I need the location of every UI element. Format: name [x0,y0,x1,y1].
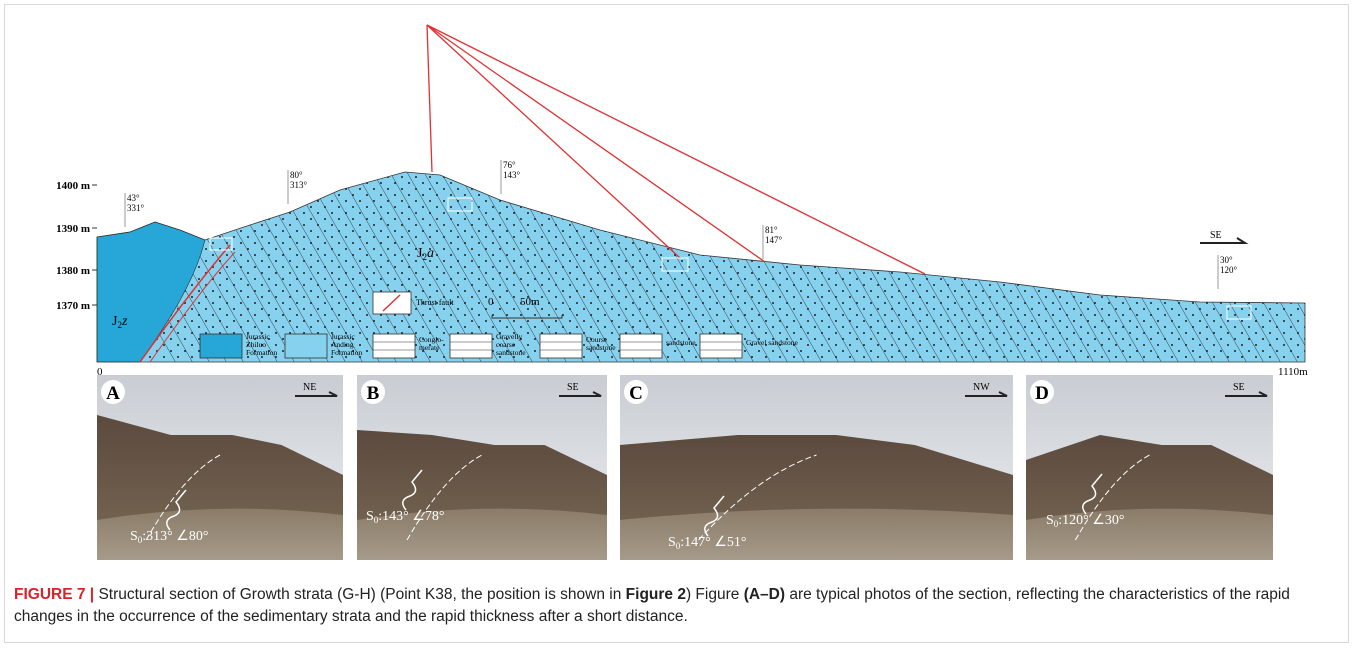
direction-label: SE [1210,230,1222,241]
caption-ref: (A–D) [744,586,785,603]
photo-direction: SE [1233,382,1245,393]
panel-label: A [106,383,120,404]
elevation-label: 1390 m [56,223,90,235]
fault-label: Thrust fault [416,298,454,307]
caption-text: Structural section of Growth strata (G-H… [94,586,626,603]
attitude-dip: 76° [503,160,516,170]
legend-box [620,334,662,358]
legend-label: Gravel sandstone [746,338,799,347]
attitude-strike: 331° [127,203,145,213]
attitude-text: :143° ∠78° [378,509,444,524]
attitude-strike: 143° [503,170,521,180]
legend-label: sandstone [666,338,696,347]
attitude-strike: 147° [765,235,783,245]
photo-attitude: S0:143° ∠78° [366,509,444,525]
legend-box [450,334,492,358]
legend-label: merate [419,343,440,352]
attitude-dip: 81° [765,225,778,235]
caption-text: ) Figure [686,586,744,603]
distance-label: 1110m [1278,366,1308,378]
panel-label: B [367,383,380,404]
legend-label: Formation [246,348,277,357]
legend-label: Formation [331,348,362,357]
scale-label: 50m [520,296,540,308]
elevation-label: 1380 m [56,265,90,277]
photo: B SE S0:143° ∠78° [357,375,607,560]
legend-box [373,334,415,358]
attitude-prefix: S [366,509,374,524]
legend-box [540,334,582,358]
legend-box [285,334,327,358]
attitude-prefix: S [668,535,676,550]
elevation-label: 1400 m [56,180,90,192]
photo: D SE S0:120° ∠30° [1026,375,1273,560]
photo-direction: NW [973,382,990,393]
attitude-dip: 30° [1220,255,1233,265]
direction-arrow [1200,238,1245,243]
photo: C NW S0:147° ∠51° [620,375,1013,560]
caption-ref: Figure 2 [626,586,686,603]
photo-attitude: S0:120° ∠30° [1046,513,1124,529]
legend-box [200,334,242,358]
unit-letter: z [121,314,128,329]
photo-direction: NE [303,382,316,393]
photo-ground [620,509,1013,560]
scale-label: 0 [488,296,494,308]
attitude-text: :313° ∠80° [142,529,208,544]
photo: A NE S0:313° ∠80° [97,375,343,560]
legend-box [700,334,742,358]
attitude-dip: 43° [127,193,140,203]
attitude-strike: 313° [290,180,308,190]
attitude-prefix: S [130,529,138,544]
cross-section [60,25,1355,370]
panel-label: D [1035,383,1049,404]
legend-label: sandstone [586,343,616,352]
attitude-dip: 80° [290,170,303,180]
figure: 1400 m 1390 m 1380 m 1370 m 0 1110m 43°331° 80°… [0,0,1355,580]
attitude-text: :120° ∠30° [1058,513,1124,528]
unit-letter: a [427,246,434,261]
photo-attitude: S0:313° ∠80° [130,529,208,545]
photo-attitude: S0:147° ∠51° [668,535,746,551]
attitude-strike: 120° [1220,265,1238,275]
caption: FIGURE 7 | Structural section of Growth … [14,584,1334,628]
caption-label: FIGURE 7 | [14,586,94,603]
elevation-label: 1370 m [56,300,90,312]
photo-direction: SE [567,382,579,393]
page: 1400 m 1390 m 1380 m 1370 m 0 1110m 43°331° 80°… [0,0,1355,649]
legend-label: sandstone [496,348,526,357]
attitude-text: :147° ∠51° [680,535,746,550]
panel-label: C [629,383,643,404]
attitude-prefix: S [1046,513,1054,528]
